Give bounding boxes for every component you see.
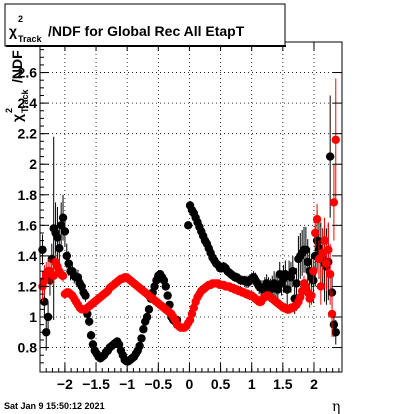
data-point <box>327 309 337 319</box>
data-point <box>53 233 62 242</box>
data-point <box>142 312 152 322</box>
data-point <box>135 341 144 351</box>
data-point <box>273 285 283 294</box>
x-tick-label: −1 <box>119 376 135 392</box>
x-tick-label: −1.5 <box>82 376 110 392</box>
data-point <box>86 331 96 340</box>
x-tick-label: 0.5 <box>211 376 231 392</box>
y-tick-label: 2.6 <box>18 65 38 81</box>
ylabel-superscript: 2 <box>4 108 14 113</box>
data-point <box>312 236 322 245</box>
title-box-shadow <box>6 45 286 47</box>
data-point <box>331 135 340 144</box>
y-tick-label: 2.2 <box>18 126 38 142</box>
y-axis-label: χ 2 Track /NDF <box>4 50 30 122</box>
x-tick-label: 1 <box>248 376 256 392</box>
data-point <box>309 266 318 276</box>
series-1 <box>38 78 340 337</box>
title-chi-symbol: χ <box>9 23 17 39</box>
x-tick-label: −0.5 <box>144 376 172 392</box>
data-point <box>144 305 154 314</box>
y-tick-label: 2.4 <box>18 95 38 111</box>
data-point <box>55 244 64 253</box>
chart-title: χ 2 Track /NDF for Global Rec All EtapT <box>4 3 286 47</box>
y-tick-label: 1 <box>29 309 37 325</box>
data-series <box>38 78 340 366</box>
data-point <box>307 291 316 300</box>
data-point <box>84 317 94 326</box>
data-point <box>64 259 73 268</box>
timestamp: Sat Jan 9 15:50:12 2021 <box>4 401 105 411</box>
y-tick-label: 1.8 <box>18 187 38 203</box>
x-tick-label: 2 <box>310 376 318 392</box>
y-tick-label: 1.4 <box>18 248 38 264</box>
y-tick-label: 2 <box>29 156 37 172</box>
data-point <box>49 271 58 280</box>
x-tick-label: 1.5 <box>273 376 293 392</box>
title-superscript: 2 <box>18 14 23 24</box>
ylabel-chi-symbol: χ <box>9 114 25 122</box>
data-point <box>324 245 333 254</box>
data-point <box>292 279 301 288</box>
ylabel-subscript: Track <box>20 88 30 113</box>
data-point <box>60 227 70 236</box>
data-point <box>329 198 339 207</box>
data-point <box>288 266 298 276</box>
data-point <box>325 270 335 279</box>
data-point <box>137 334 146 343</box>
y-tick-label: 1.6 <box>18 217 38 233</box>
data-point <box>81 291 90 300</box>
data-point <box>58 213 68 222</box>
data-point <box>58 271 68 280</box>
ylabel-text: /NDF <box>9 50 25 83</box>
data-point <box>303 257 312 267</box>
x-tick-label: −2 <box>57 376 73 392</box>
title-text: /NDF for Global Rec All EtapT <box>48 23 245 39</box>
data-point <box>312 215 322 224</box>
data-point <box>329 320 339 329</box>
data-point <box>161 282 170 291</box>
data-point <box>331 328 340 337</box>
y-tick-label: 0.8 <box>18 340 38 356</box>
x-axis-label: η <box>332 399 340 414</box>
axes: 0.8 1 1.2 1.4 1.6 1.8 2 2.2 2.4 2.6 −2 −1.5 −1 −0.5 0 0… <box>18 41 342 392</box>
data-point <box>311 228 320 238</box>
data-point <box>183 221 193 230</box>
data-point <box>301 245 311 254</box>
data-point <box>139 325 148 334</box>
data-point <box>316 282 326 291</box>
y-tick-label: 1.2 <box>18 278 38 294</box>
data-point <box>163 291 172 300</box>
data-point <box>314 254 324 264</box>
data-point <box>283 285 292 294</box>
data-point <box>325 152 335 161</box>
data-point <box>322 259 331 268</box>
data-point <box>320 236 329 245</box>
title-subscript: Track <box>18 34 43 44</box>
x-tick-label: 0 <box>186 376 194 392</box>
data-point <box>62 251 71 261</box>
